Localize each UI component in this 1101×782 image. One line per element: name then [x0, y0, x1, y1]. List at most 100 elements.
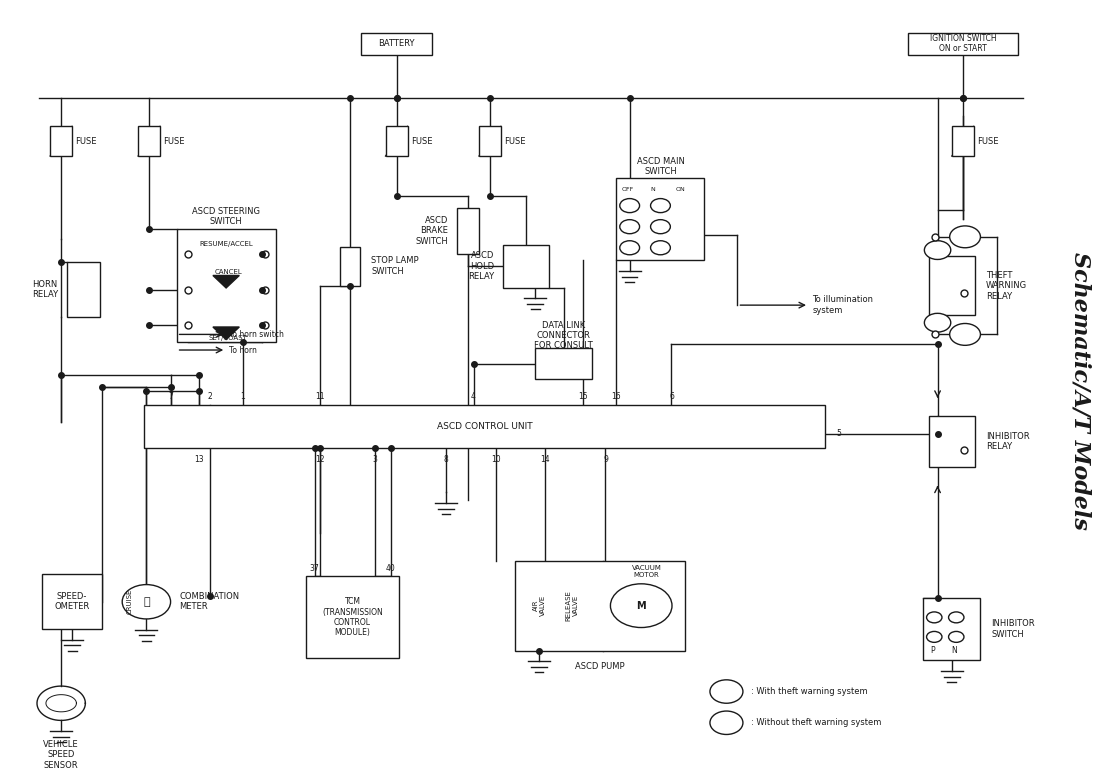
Text: DATA LINK
CONNECTOR
FOR CONSULT: DATA LINK CONNECTOR FOR CONSULT — [534, 321, 593, 350]
Text: ASCD CONTROL UNIT: ASCD CONTROL UNIT — [437, 421, 533, 431]
Text: ON: ON — [675, 188, 685, 192]
Text: To horn switch: To horn switch — [229, 330, 284, 339]
Text: RESUME/ACCEL: RESUME/ACCEL — [199, 241, 253, 247]
Text: TCM
(TRANSMISSION
CONTROL
MODULE): TCM (TRANSMISSION CONTROL MODULE) — [323, 597, 383, 637]
Text: 12: 12 — [315, 455, 325, 465]
Text: N: N — [651, 188, 655, 192]
Circle shape — [610, 584, 672, 627]
Text: CRUISE: CRUISE — [127, 589, 133, 615]
Text: COMBINATION
METER: COMBINATION METER — [179, 592, 240, 612]
Text: 14: 14 — [541, 455, 549, 465]
Bar — [929, 256, 975, 315]
Text: 8: 8 — [444, 455, 448, 465]
Bar — [42, 575, 102, 629]
Bar — [617, 178, 705, 260]
Circle shape — [950, 226, 981, 248]
Circle shape — [620, 199, 640, 213]
Circle shape — [949, 631, 964, 642]
Circle shape — [925, 241, 951, 260]
Text: TW: TW — [933, 320, 944, 325]
Text: OT: OT — [960, 235, 970, 239]
Text: ASCD
BRAKE
SWITCH: ASCD BRAKE SWITCH — [415, 216, 448, 246]
Text: OT: OT — [960, 332, 970, 337]
Bar — [385, 127, 407, 156]
Circle shape — [620, 220, 640, 234]
Text: CANCEL: CANCEL — [215, 269, 242, 275]
Text: BATTERY: BATTERY — [379, 39, 415, 48]
Text: FUSE: FUSE — [411, 137, 433, 145]
Bar — [361, 33, 433, 55]
Text: 13: 13 — [194, 455, 204, 465]
Text: P: P — [929, 647, 935, 655]
Text: VEHICLE
SPEED
SENSOR: VEHICLE SPEED SENSOR — [43, 740, 79, 769]
Circle shape — [651, 220, 671, 234]
Text: HORN
RELAY: HORN RELAY — [32, 280, 58, 300]
Circle shape — [710, 680, 743, 703]
Text: Ⓐ: Ⓐ — [143, 597, 150, 607]
Text: INHIBITOR
RELAY: INHIBITOR RELAY — [986, 432, 1029, 451]
Bar — [340, 246, 360, 285]
Text: RELEASE
VALVE: RELEASE VALVE — [566, 590, 578, 621]
Bar — [924, 598, 981, 660]
Bar — [306, 576, 400, 658]
Text: SPEED-
OMETER: SPEED- OMETER — [55, 592, 90, 612]
Circle shape — [122, 585, 171, 619]
Text: 16: 16 — [612, 393, 621, 401]
Text: OFF: OFF — [621, 188, 633, 192]
Bar — [515, 561, 685, 651]
Circle shape — [651, 241, 671, 255]
Text: 6: 6 — [669, 393, 674, 401]
Text: 9: 9 — [603, 455, 608, 465]
Text: 10: 10 — [491, 455, 500, 465]
Text: FUSE: FUSE — [76, 137, 97, 145]
Bar — [138, 127, 160, 156]
Text: OT: OT — [722, 720, 731, 725]
Text: TW: TW — [721, 689, 732, 694]
Bar — [479, 127, 501, 156]
Bar — [952, 127, 974, 156]
Bar — [67, 262, 100, 317]
Bar — [176, 229, 275, 343]
Text: : With theft warning system: : With theft warning system — [751, 687, 868, 696]
Text: FUSE: FUSE — [504, 137, 526, 145]
Text: To illumination
system: To illumination system — [813, 296, 873, 315]
Text: ASCD
HOLD
RELAY: ASCD HOLD RELAY — [468, 251, 494, 281]
Circle shape — [927, 612, 942, 622]
Text: M: M — [636, 601, 646, 611]
Text: 11: 11 — [315, 393, 325, 401]
Text: SET/COAST: SET/COAST — [209, 335, 248, 341]
Polygon shape — [212, 327, 239, 339]
Text: N: N — [951, 647, 957, 655]
Text: IGNITION SWITCH
ON or START: IGNITION SWITCH ON or START — [929, 34, 996, 53]
Text: THEFT
WARNING
RELAY: THEFT WARNING RELAY — [986, 271, 1027, 300]
Text: 5: 5 — [837, 429, 841, 439]
Text: VACUUM
MOTOR: VACUUM MOTOR — [632, 565, 662, 578]
Text: 15: 15 — [579, 393, 588, 401]
Text: 40: 40 — [385, 564, 395, 573]
Text: 1: 1 — [240, 393, 246, 401]
Text: STOP LAMP
SWITCH: STOP LAMP SWITCH — [371, 256, 418, 276]
Text: ASCD MAIN
SWITCH: ASCD MAIN SWITCH — [636, 157, 685, 176]
Circle shape — [710, 711, 743, 734]
Bar — [503, 245, 549, 288]
Text: 7: 7 — [168, 393, 174, 401]
Circle shape — [949, 612, 964, 622]
Text: 37: 37 — [309, 564, 319, 573]
Polygon shape — [212, 275, 239, 288]
Circle shape — [950, 324, 981, 346]
Text: FUSE: FUSE — [978, 137, 999, 145]
Text: Schematic/A/T Models: Schematic/A/T Models — [1069, 252, 1091, 530]
Circle shape — [651, 199, 671, 213]
Text: 2: 2 — [207, 393, 212, 401]
Text: To horn: To horn — [229, 346, 258, 354]
Text: 4: 4 — [471, 393, 476, 401]
Text: AIR
VALVE: AIR VALVE — [533, 595, 545, 616]
Bar — [51, 127, 73, 156]
Circle shape — [925, 314, 951, 332]
Bar — [908, 33, 1017, 55]
Text: TW: TW — [933, 248, 944, 253]
Text: 3: 3 — [372, 455, 377, 465]
Circle shape — [927, 631, 942, 642]
Circle shape — [620, 241, 640, 255]
Bar — [457, 207, 479, 254]
